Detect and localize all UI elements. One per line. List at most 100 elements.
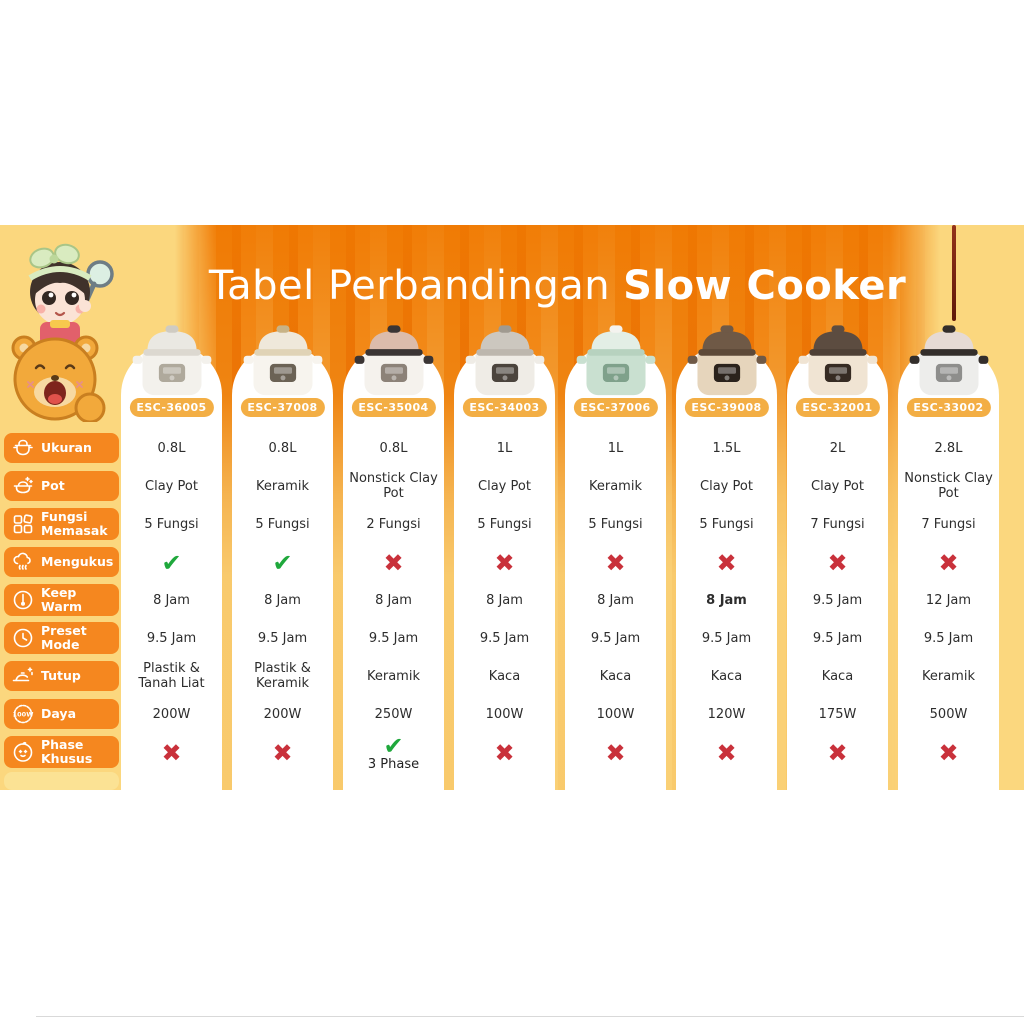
cell-mengukus: ✔ [272, 549, 293, 577]
product-handle [645, 355, 655, 364]
product-dial [946, 375, 951, 381]
magnifier-icon [86, 260, 114, 288]
product-handle [354, 355, 364, 364]
cell-ukuran: 1.5L [712, 440, 741, 456]
product-dial [724, 375, 729, 381]
product-screen [162, 367, 181, 374]
product-handle [201, 355, 211, 364]
cell-mengukus: ✔ [161, 549, 182, 577]
cell-keep-warm: 8 Jam [486, 592, 523, 608]
cell-preset-mode: 9.5 Jam [146, 630, 197, 646]
product-lid-rim [364, 349, 423, 356]
cell-tutup: Plastik & Tanah Liat [138, 661, 205, 691]
product-handle [756, 355, 766, 364]
product-lid [701, 331, 752, 351]
model-badge: ESC-35004 [351, 398, 436, 417]
sidebar-row: Phase Khusus [4, 733, 119, 771]
spec-cells: 1L Clay Pot 5 Fungsi ✖ 8 Jam 9.5 Jam Kac… [454, 430, 555, 772]
model-badge: ESC-33002 [906, 398, 991, 417]
baby-face-icon [13, 741, 33, 762]
cell-phase-khusus: ✔ 3 Phase [343, 734, 444, 772]
model-badge: ESC-37008 [240, 398, 325, 417]
cell-mengukus: ✖ [827, 549, 848, 577]
product-lid-rim [475, 349, 534, 356]
product-column: ESC-37006 1L Keramik 5 Fungsi ✖ 8 Jam 9.… [565, 325, 666, 790]
product-lid [479, 331, 530, 351]
cell-tutup: Kaca [821, 668, 854, 684]
product-control-panel [602, 363, 629, 382]
cooking-grid-icon [13, 514, 33, 534]
mascot-bear [11, 335, 106, 422]
product-handle [576, 355, 586, 364]
product-screen [828, 367, 847, 374]
cell-ukuran: 0.8L [268, 440, 297, 456]
cell-tutup: Keramik [367, 668, 420, 684]
cell-daya: 200W [152, 706, 191, 722]
cell-daya: 200W [263, 706, 302, 722]
cell-keep-warm: 9.5 Jam [812, 592, 863, 608]
product-handle [423, 355, 433, 364]
cell-tutup: Keramik [922, 668, 975, 684]
phase-mark: ✖ [605, 739, 626, 767]
cell-keep-warm: 8 Jam [264, 592, 301, 608]
product-knob [497, 325, 512, 333]
product-knob [386, 325, 401, 333]
product-knob [275, 325, 290, 333]
spec-cells: 2.8L Nonstick Clay Pot 7 Fungsi ✖ 12 Jam… [898, 430, 999, 772]
model-badge: ESC-34003 [462, 398, 547, 417]
product-knob [941, 325, 956, 333]
product-column: ESC-36005 0.8L Clay Pot 5 Fungsi ✔ 8 Jam… [121, 325, 222, 790]
pot-sparkle-icon [13, 476, 33, 494]
row-label: Ukuran [41, 440, 92, 456]
row-label: Keep Warm [41, 585, 82, 614]
cell-daya: 100W [485, 706, 524, 722]
mascot-girl-and-bear-illustration [11, 243, 114, 422]
cell-fungsi-memasak: 7 Fungsi [921, 516, 976, 532]
product-knob [719, 325, 734, 333]
row-label: Mengukus [41, 554, 114, 570]
cell-preset-mode: 9.5 Jam [368, 630, 419, 646]
product-screen [606, 367, 625, 374]
row-header-tutup: Tutup [4, 661, 119, 691]
spec-cells: 1.5L Clay Pot 5 Fungsi ✖ 8 Jam 9.5 Jam K… [676, 430, 777, 772]
page-bottom-divider [36, 1016, 1024, 1017]
cell-daya: 120W [707, 706, 746, 722]
product-screen [273, 367, 292, 374]
sidebar-row: Ukuran [4, 429, 119, 467]
phase-mark: ✖ [161, 739, 182, 767]
cell-pot: Clay Pot [700, 478, 753, 494]
product-control-panel [713, 363, 740, 382]
product-handle [132, 355, 142, 364]
row-label: Pot [41, 478, 65, 494]
cell-preset-mode: 9.5 Jam [590, 630, 641, 646]
row-header-pot: Pot [4, 471, 119, 501]
spec-cells: 2L Clay Pot 7 Fungsi ✖ 9.5 Jam 9.5 Jam K… [787, 430, 888, 772]
title-regular: Tabel Perbandingan [208, 263, 611, 309]
cell-daya: 500W [929, 706, 968, 722]
slow-cooker-product-image [909, 325, 988, 396]
cell-ukuran: 0.8L [157, 440, 186, 456]
product-column: ESC-33002 2.8L Nonstick Clay Pot 7 Fungs… [898, 325, 999, 790]
row-label: Preset Mode [41, 623, 87, 652]
cell-mengukus: ✖ [716, 549, 737, 577]
spec-cells: 1L Keramik 5 Fungsi ✖ 8 Jam 9.5 Jam Kaca… [565, 430, 666, 772]
product-handle [867, 355, 877, 364]
model-badge: ESC-39008 [684, 398, 769, 417]
phase-mark: ✖ [827, 739, 848, 767]
product-control-panel [935, 363, 962, 382]
cell-daya: 100W [596, 706, 635, 722]
slow-cooker-product-image [798, 325, 877, 396]
product-handle [687, 355, 697, 364]
cell-preset-mode: 9.5 Jam [257, 630, 308, 646]
product-screen [939, 367, 958, 374]
slow-cooker-product-image [687, 325, 766, 396]
cell-ukuran: 0.8L [379, 440, 408, 456]
product-handle [243, 355, 253, 364]
lid-icon [12, 667, 33, 682]
cell-pot: Keramik [256, 478, 309, 494]
cell-fungsi-memasak: 5 Fungsi [477, 516, 532, 532]
row-header-phase-khusus: Phase Khusus [4, 736, 119, 768]
slow-cooker-product-image [243, 325, 322, 396]
model-badge: ESC-37006 [573, 398, 658, 417]
